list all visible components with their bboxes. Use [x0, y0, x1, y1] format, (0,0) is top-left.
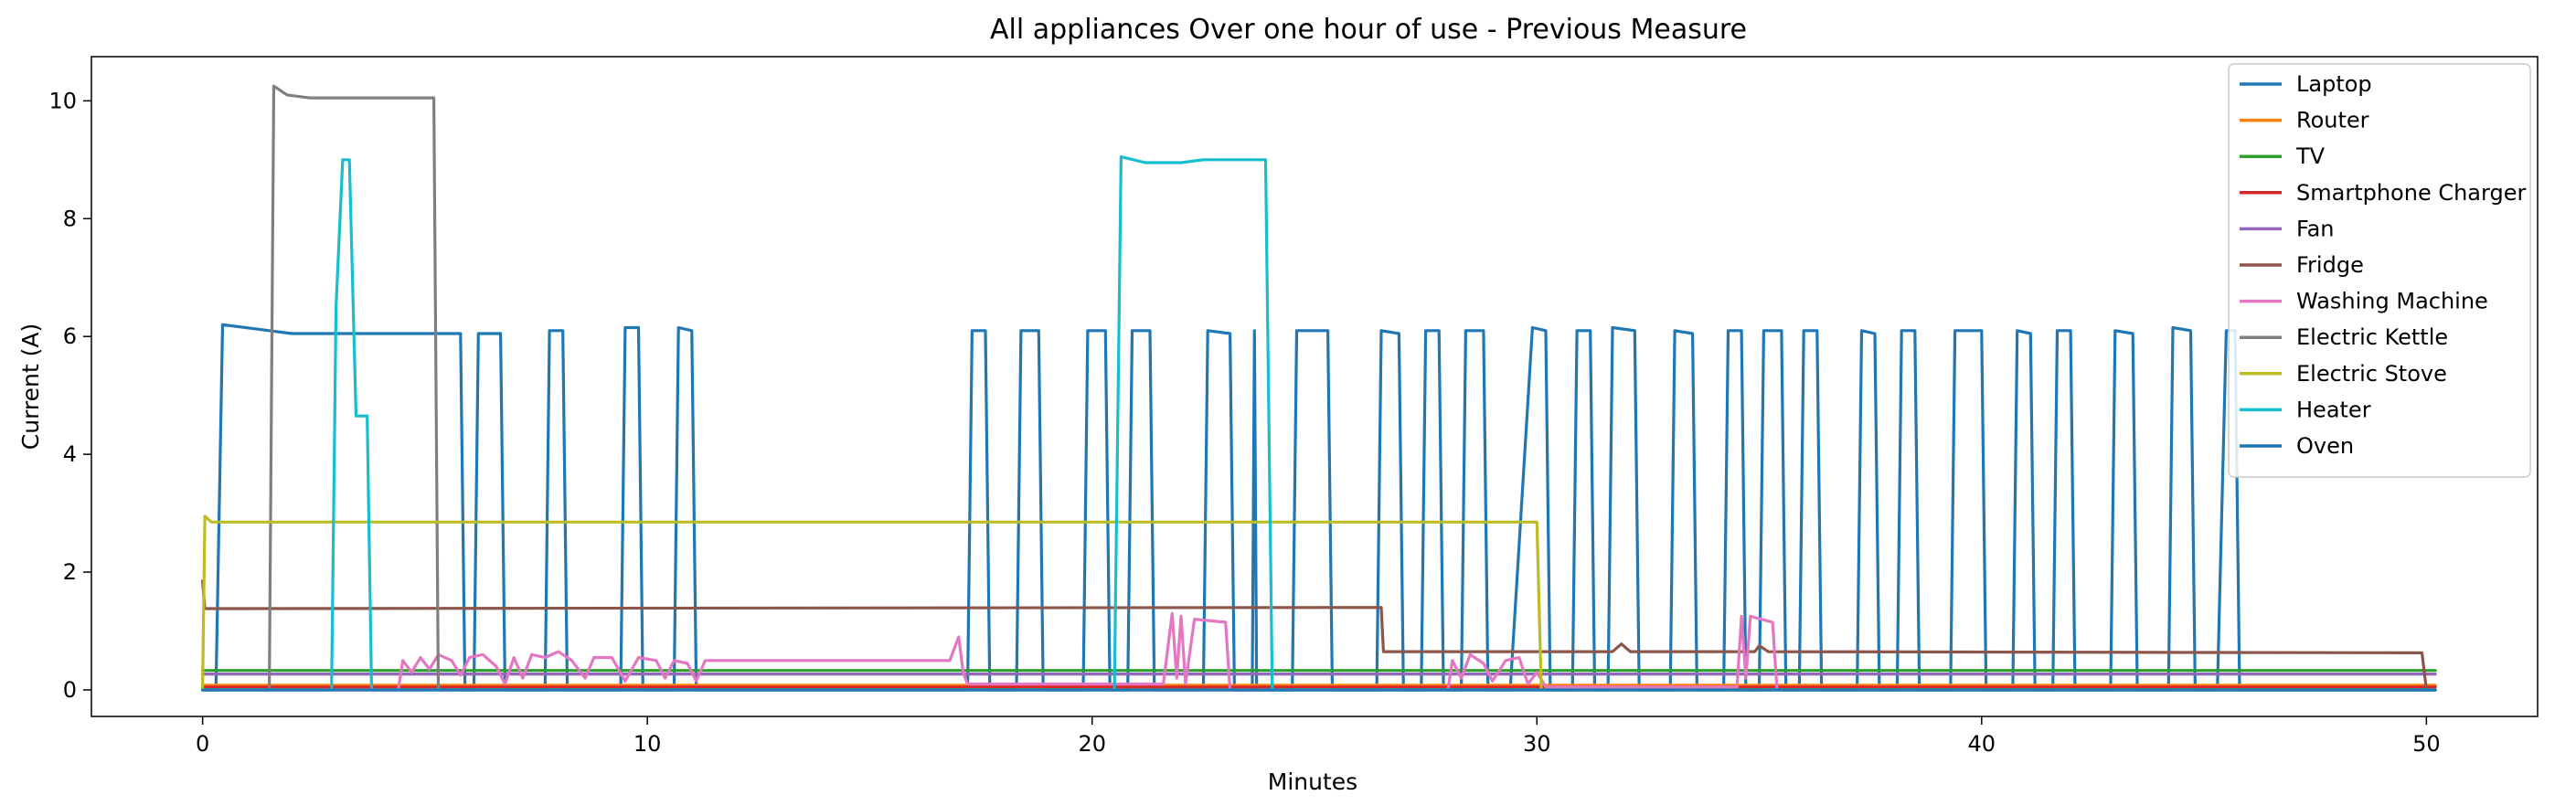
legend-label-tv: TV [2295, 143, 2326, 169]
series-line-heater [201, 155, 2437, 692]
legend-label-laptop: Laptop [2296, 71, 2372, 97]
legend: Laptop Router TV Smartphone Charger Fan Fridg… [2228, 63, 2531, 478]
x-tick-label: 10 [633, 731, 662, 757]
legend-frame [2228, 63, 2531, 478]
legend-label-heater: Heater [2296, 397, 2371, 422]
x-tick-label: 0 [196, 731, 209, 757]
y-axis: 0 2 4 6 8 10 [48, 88, 91, 703]
series-line-washing-machine [201, 611, 2437, 692]
legend-label-fridge: Fridge [2296, 252, 2364, 278]
y-tick-label: 10 [48, 88, 77, 113]
y-axis-label: Current (A) [17, 323, 44, 450]
plot-area [90, 56, 2539, 717]
legend-label-oven: Oven [2296, 433, 2354, 459]
y-tick-label: 4 [63, 441, 77, 467]
legend-label-electric-kettle: Electric Kettle [2296, 324, 2448, 350]
legend-label-electric-stove: Electric Stove [2296, 361, 2447, 387]
chart-title: All appliances Over one hour of use - Pr… [990, 14, 1747, 46]
series-line-electric-stove [201, 514, 2437, 692]
y-tick-label: 8 [63, 206, 77, 231]
plot-frame [90, 56, 2539, 717]
series-line-laptop [201, 323, 2437, 692]
x-tick-label: 50 [2412, 731, 2441, 757]
legend-label-fan: Fan [2296, 216, 2335, 241]
x-axis-label: Minutes [1268, 769, 1357, 795]
series-lines [201, 84, 2437, 692]
legend-label-washing-machine: Washing Machine [2296, 289, 2488, 314]
legend-items: Laptop Router TV Smartphone Charger Fan Fridg… [2240, 71, 2526, 459]
x-tick-label: 40 [1968, 731, 1996, 757]
legend-label-router: Router [2296, 108, 2369, 133]
legend-label-smartphone-charger: Smartphone Charger [2296, 180, 2526, 206]
y-tick-label: 0 [63, 677, 77, 703]
x-tick-label: 20 [1078, 731, 1106, 757]
x-axis: 0 10 20 30 40 50 [196, 716, 2441, 757]
series-line-fridge [201, 579, 2428, 692]
y-tick-label: 6 [63, 323, 77, 349]
y-tick-label: 2 [63, 559, 77, 585]
series-line-electric-kettle [201, 84, 2437, 692]
x-tick-label: 30 [1523, 731, 1551, 757]
